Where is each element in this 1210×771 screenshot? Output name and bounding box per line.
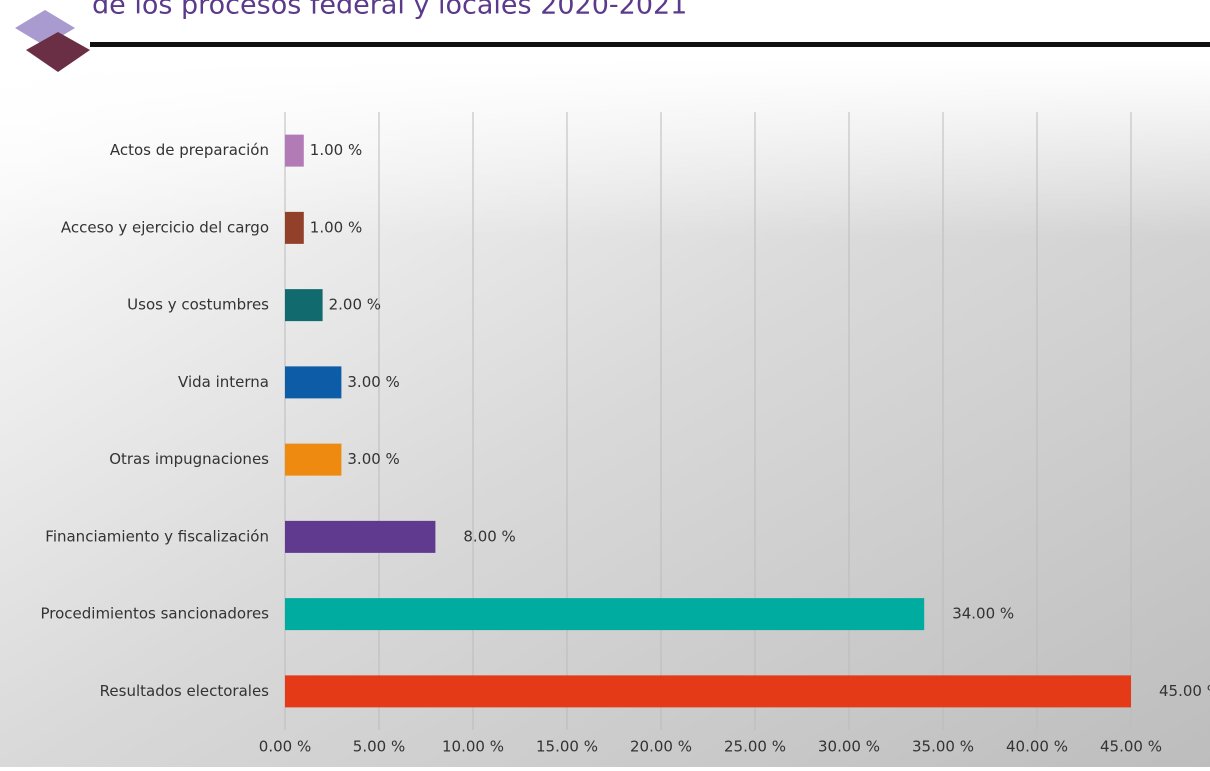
value-label: 8.00 %	[463, 527, 515, 545]
category-label: Resultados electorales	[100, 682, 270, 700]
value-label: 3.00 %	[347, 373, 399, 391]
category-label: Usos y costumbres	[127, 296, 269, 314]
category-label: Actos de preparación	[110, 141, 269, 159]
bar	[285, 289, 323, 322]
bar	[285, 675, 1131, 708]
category-label: Otras impugnaciones	[109, 450, 269, 468]
value-label: 3.00 %	[347, 450, 399, 468]
category-label: Vida interna	[178, 373, 269, 391]
x-tick-label: 10.00 %	[442, 738, 504, 756]
x-tick-label: 15.00 %	[536, 738, 598, 756]
category-label: Acceso y ejercicio del cargo	[61, 218, 269, 236]
value-label: 34.00 %	[952, 605, 1014, 623]
bar	[285, 366, 342, 399]
background-fade	[0, 60, 1210, 767]
logo-bottom	[26, 32, 90, 72]
category-label: Procedimientos sancionadores	[40, 605, 269, 623]
x-tick-label: 25.00 %	[724, 738, 786, 756]
bar	[285, 211, 304, 244]
bar	[285, 134, 304, 167]
x-tick-label: 5.00 %	[353, 738, 405, 756]
x-tick-label: 30.00 %	[818, 738, 880, 756]
value-label: 1.00 %	[310, 218, 362, 236]
value-label: 2.00 %	[329, 296, 381, 314]
value-label: 45.00 %	[1159, 682, 1210, 700]
x-tick-label: 20.00 %	[630, 738, 692, 756]
bar	[285, 598, 925, 631]
category-label: Financiamiento y fiscalización	[45, 527, 269, 545]
chart-title: de los procesos federal y locales 2020-2…	[92, 0, 687, 21]
bar	[285, 443, 342, 476]
bar	[285, 520, 436, 553]
x-tick-label: 0.00 %	[259, 738, 311, 756]
value-label: 1.00 %	[310, 141, 362, 159]
x-tick-label: 45.00 %	[1100, 738, 1162, 756]
x-tick-label: 35.00 %	[912, 738, 974, 756]
x-tick-label: 40.00 %	[1006, 738, 1068, 756]
title-rule	[90, 42, 1210, 47]
